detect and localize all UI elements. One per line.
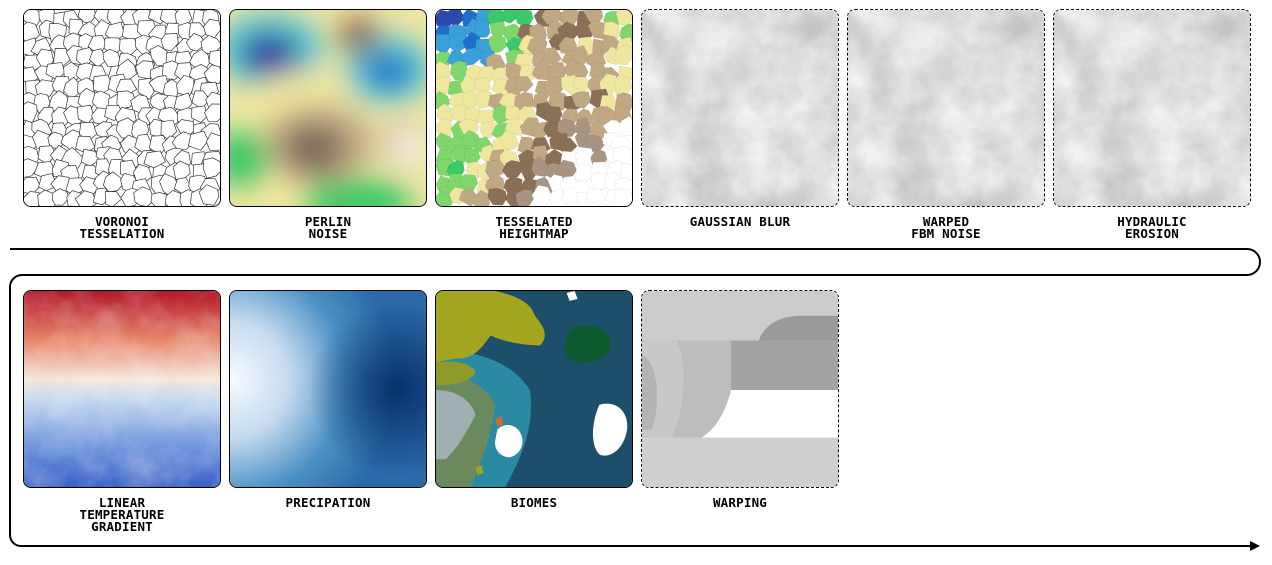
cell [204,103,220,122]
cell [514,76,534,93]
label-line: GRADIENT [91,519,153,534]
label-line: GAUSSIAN BLUR [689,214,791,229]
label-line: WARPED [922,214,970,229]
cell [449,103,470,122]
cell [612,44,632,66]
cell [74,190,97,206]
warped-fbm-noise-label: WARPED FBM NOISE [847,214,1045,241]
biome-map-icon [436,291,632,487]
cell [185,33,207,52]
cell [557,118,577,138]
perlin-noise-terrain-icon [230,10,426,206]
grayscale-clouds-icon [642,10,838,206]
grayscale-clouds-icon [848,10,1044,206]
warping-label: WARPING [641,495,839,510]
warped-fbm-noise-panel [847,9,1045,207]
label-line: HEIGHTMAP [499,226,569,241]
cell [502,160,523,178]
temperature-map-icon [24,291,220,487]
perlin-noise-panel [229,9,427,207]
cell [474,19,491,38]
label-line: FBM NOISE [911,226,981,241]
cell [515,189,535,206]
cell [448,31,470,53]
label-line: HYDRAULIC [1117,214,1187,229]
precipitation-gradient-icon [230,291,426,487]
cell [203,157,220,179]
cell [160,32,179,52]
temperature-gradient-panel [23,290,221,488]
label-line: NOISE [308,226,348,241]
label-line: TESSELATED [495,214,573,229]
cell [487,187,508,206]
cell [499,130,520,151]
cell [103,171,123,193]
cell [51,188,70,206]
cell [602,119,625,138]
label-line: EROSION [1124,226,1180,241]
voronoi-tesselation-label: VORONOI TESSELATION [23,214,221,241]
gaussian-blur-label: GAUSSIAN BLUR [641,214,839,229]
tesselated-heightmap-panel [435,9,633,207]
cell [612,146,632,164]
cell [461,47,483,66]
cell [116,90,136,110]
cell [191,105,208,123]
biomes-label: BIOMES [435,495,633,510]
gaussian-blur-panel [641,9,839,207]
temperature-gradient-label: LINEAR TEMPERATURE GRADIENT [23,495,221,534]
precipation-label: PRECIPATION [229,495,427,510]
cell [436,190,453,206]
hydraulic-erosion-label: HYDRAULIC EROSION [1053,214,1251,241]
cell [531,59,552,81]
warping-panel [641,290,839,488]
perlin-noise-label: PERLIN NOISE [229,214,427,241]
cell [547,90,569,111]
label-line: BIOMES [510,495,558,510]
hydraulic-erosion-panel [1053,9,1251,207]
cell [205,132,220,152]
cell [531,156,549,178]
biomes-panel [435,290,633,488]
label-line: VORONOI [94,214,150,229]
precipation-panel [229,290,427,488]
cell [617,115,632,137]
cell [198,184,220,206]
tesselated-heightmap-icon [436,10,632,206]
label-line: PRECIPATION [285,495,371,510]
label-line: WARPING [712,495,768,510]
cell [436,75,453,95]
cell [613,189,632,206]
cell [148,75,169,95]
voronoi-tesselation-panel [23,9,221,207]
cell [561,187,582,206]
label-line: PERLIN [304,214,352,229]
cell [531,184,553,206]
cell [450,60,468,81]
voronoi-cells-icon [24,10,220,206]
cell [504,116,525,136]
cell [208,49,220,69]
cell [24,158,39,178]
cell [188,130,209,151]
label-line: TESSELATION [79,226,165,241]
cell [488,33,508,54]
cell [104,191,123,206]
grayscale-clouds-icon [1054,10,1250,206]
label-line: TEMPERATURE [79,507,165,522]
tesselated-heightmap-label: TESSELATED HEIGHTMAP [435,214,633,241]
cell [133,186,155,206]
cell [203,64,220,85]
label-line: LINEAR [98,495,146,510]
cell [570,91,591,109]
warping-shapes-icon [642,291,838,487]
cell [586,188,607,206]
